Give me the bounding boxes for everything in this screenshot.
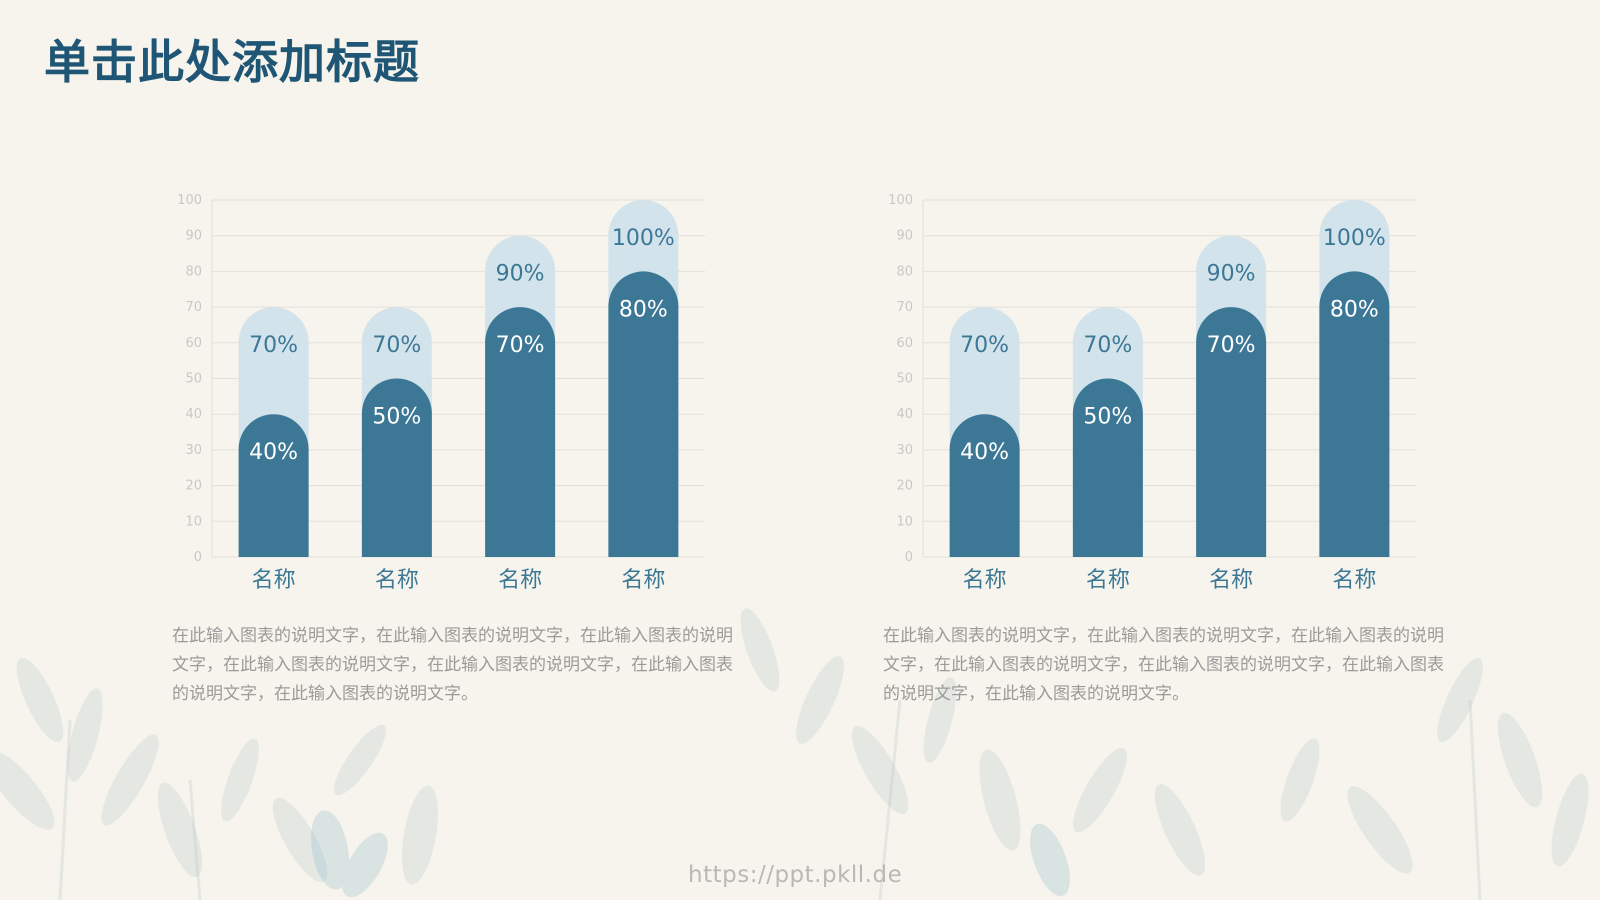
bar-front-value-label: 70% <box>496 333 545 358</box>
bar-front-value-label: 40% <box>249 440 298 465</box>
bar-back-value-label: 100% <box>612 226 675 251</box>
y-tick-label: 80 <box>185 264 202 279</box>
y-tick-label: 10 <box>185 514 202 529</box>
y-tick-label: 20 <box>896 479 913 494</box>
y-tick-label: 70 <box>896 300 913 315</box>
y-tick-label: 100 <box>177 193 202 208</box>
bar-chart-left: 0 10 20 30 40 50 60 70 80 90 100 70% 40% 名称 70% 50% 名称 90… <box>177 193 705 593</box>
bar-front <box>1196 307 1267 557</box>
bar-back-value-label: 90% <box>1207 262 1256 287</box>
x-category-label: 名称 <box>1086 568 1130 593</box>
y-tick-label: 30 <box>896 443 913 458</box>
bar-front-value-label: 50% <box>372 405 421 430</box>
y-tick-label: 90 <box>185 229 202 244</box>
bar-front-value-label: 80% <box>1330 297 1379 322</box>
x-category-label: 名称 <box>621 568 665 593</box>
bar-front-value-label: 80% <box>619 297 668 322</box>
x-category-label: 名称 <box>252 568 296 593</box>
bar-front-value-label: 50% <box>1083 405 1132 430</box>
chart-caption-right: 在此输入图表的说明文字，在此输入图表的说明文字，在此输入图表的说明文字，在此输入… <box>883 626 1444 704</box>
y-tick-label: 10 <box>896 514 913 529</box>
y-tick-label: 40 <box>185 407 202 422</box>
bar-back-value-label: 70% <box>1083 333 1132 358</box>
y-tick-label: 50 <box>896 372 913 387</box>
bar-front-value-label: 70% <box>1207 333 1256 358</box>
chart-caption-left: 在此输入图表的说明文字，在此输入图表的说明文字，在此输入图表的说明文字，在此输入… <box>172 626 733 704</box>
y-tick-label: 30 <box>185 443 202 458</box>
bar-chart-right: 0 10 20 30 40 50 60 70 80 90 100 70% 40% 名称 70% 50% 名称 90… <box>888 193 1416 593</box>
bar-back-value-label: 100% <box>1323 226 1386 251</box>
watermark-url: https://ppt.pkll.de <box>688 862 903 888</box>
bar-front <box>608 271 679 557</box>
y-tick-label: 20 <box>185 479 202 494</box>
bar-front-value-label: 40% <box>960 440 1009 465</box>
bar-front <box>1072 378 1143 557</box>
y-tick-label: 90 <box>896 229 913 244</box>
x-category-label: 名称 <box>963 568 1007 593</box>
x-category-label: 名称 <box>375 568 419 593</box>
bar-back-value-label: 70% <box>960 333 1009 358</box>
y-tick-label: 50 <box>185 372 202 387</box>
y-tick-label: 0 <box>905 550 913 565</box>
y-tick-label: 60 <box>896 336 913 351</box>
bar-front <box>485 307 556 557</box>
page-title: 单击此处添加标题 <box>44 35 420 89</box>
y-tick-label: 70 <box>185 300 202 315</box>
bar-front <box>238 414 309 557</box>
y-tick-label: 60 <box>185 336 202 351</box>
bar-back-value-label: 70% <box>249 333 298 358</box>
y-tick-label: 80 <box>896 264 913 279</box>
x-category-label: 名称 <box>1209 568 1253 593</box>
bar-back-value-label: 70% <box>372 333 421 358</box>
y-tick-label: 40 <box>896 407 913 422</box>
x-category-label: 名称 <box>498 568 542 593</box>
x-category-label: 名称 <box>1332 568 1376 593</box>
y-tick-label: 0 <box>194 550 202 565</box>
bar-front <box>361 378 432 557</box>
y-tick-label: 100 <box>888 193 913 208</box>
bar-front <box>949 414 1020 557</box>
bar-back-value-label: 90% <box>496 262 545 287</box>
bar-front <box>1319 271 1390 557</box>
